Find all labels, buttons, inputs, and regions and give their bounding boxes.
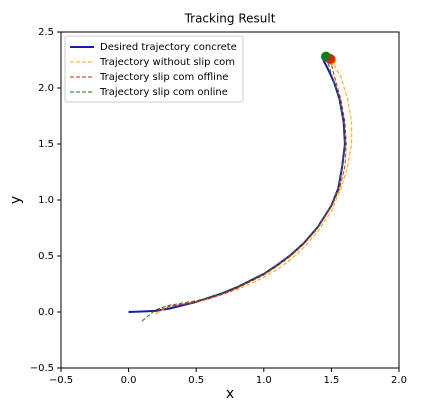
x-tick-label: 2.0 xyxy=(391,375,407,386)
legend-label: Trajectory slip com online xyxy=(99,87,228,98)
plot-frame xyxy=(60,31,400,369)
y-tick-label: −0.5 xyxy=(30,363,54,374)
y-tick-label: 2.0 xyxy=(38,83,54,94)
y-tick-label: 0.0 xyxy=(38,307,54,318)
series-line xyxy=(141,56,346,322)
x-tick-label: 0.0 xyxy=(121,375,137,386)
legend-label: Trajectory without slip com xyxy=(99,57,235,68)
x-axis-label: x xyxy=(226,386,234,402)
y-tick-label: 2.5 xyxy=(38,27,54,38)
series-line xyxy=(155,59,353,315)
legend-label: Desired trajectory concrete xyxy=(100,42,237,53)
y-tick-label: 1.5 xyxy=(38,139,54,150)
legend-box xyxy=(64,35,244,103)
x-tick-label: 1.0 xyxy=(256,375,272,386)
y-axis-label: y xyxy=(8,196,24,204)
x-tick-label: 0.5 xyxy=(188,375,204,386)
end-marker xyxy=(320,51,331,62)
chart-title: Tracking Result xyxy=(184,12,276,26)
legend-label: Trajectory slip com offline xyxy=(99,72,228,83)
x-tick-label: 1.5 xyxy=(323,375,339,386)
y-tick-label: 0.5 xyxy=(38,251,54,262)
x-tick-label: −0.5 xyxy=(49,375,73,386)
y-tick-label: 1.0 xyxy=(38,195,54,206)
